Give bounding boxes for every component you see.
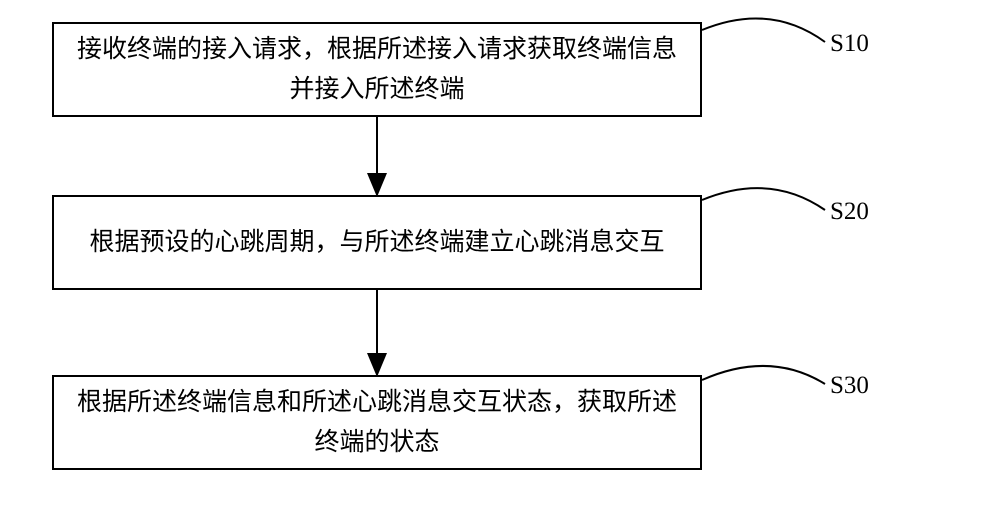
- flow-node-s20: 根据预设的心跳周期，与所述终端建立心跳消息交互: [52, 195, 702, 290]
- flow-node-s20-text: 根据预设的心跳周期，与所述终端建立心跳消息交互: [89, 223, 664, 263]
- leader-s20: [702, 188, 825, 210]
- flow-node-s30-text: 根据所述终端信息和所述心跳消息交互状态，获取所述终端的状态: [70, 383, 684, 463]
- flow-node-s10-text: 接收终端的接入请求，根据所述接入请求获取终端信息并接入所述终端: [70, 30, 684, 110]
- flow-label-s20: S20: [830, 198, 869, 226]
- flow-node-s30: 根据所述终端信息和所述心跳消息交互状态，获取所述终端的状态: [52, 375, 702, 470]
- flowchart-canvas: 接收终端的接入请求，根据所述接入请求获取终端信息并接入所述终端 S10 根据预设…: [0, 0, 1000, 511]
- leader-s30: [702, 366, 825, 384]
- flow-node-s10: 接收终端的接入请求，根据所述接入请求获取终端信息并接入所述终端: [52, 22, 702, 117]
- leader-s10: [702, 18, 825, 42]
- flow-label-s10: S10: [830, 30, 869, 58]
- flow-label-s30: S30: [830, 372, 869, 400]
